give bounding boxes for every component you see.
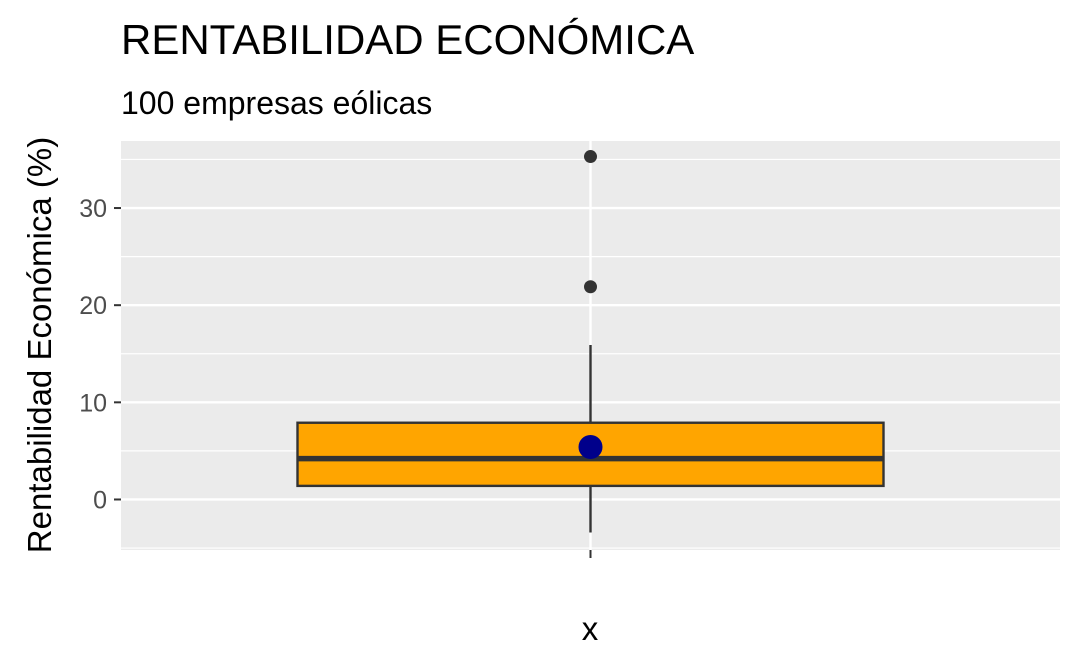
chart-subtitle: 100 empresas eólicas: [121, 85, 432, 121]
outlier-point: [584, 280, 597, 294]
y-tick-label: 0: [93, 486, 107, 514]
x-axis-title: x: [582, 610, 599, 647]
y-tick-label: 20: [79, 292, 107, 320]
boxplot-series: [296, 150, 885, 533]
y-axis-ticks: 0 10 20 30: [79, 195, 121, 514]
y-axis-title: Rentabilidad Económica (%): [21, 137, 58, 553]
y-tick-label: 10: [79, 389, 107, 417]
outlier-point: [584, 150, 597, 164]
y-tick-label: 30: [79, 195, 107, 223]
chart-title: RENTABILIDAD ECONÓMICA: [121, 16, 694, 63]
mean-point: [578, 435, 603, 460]
